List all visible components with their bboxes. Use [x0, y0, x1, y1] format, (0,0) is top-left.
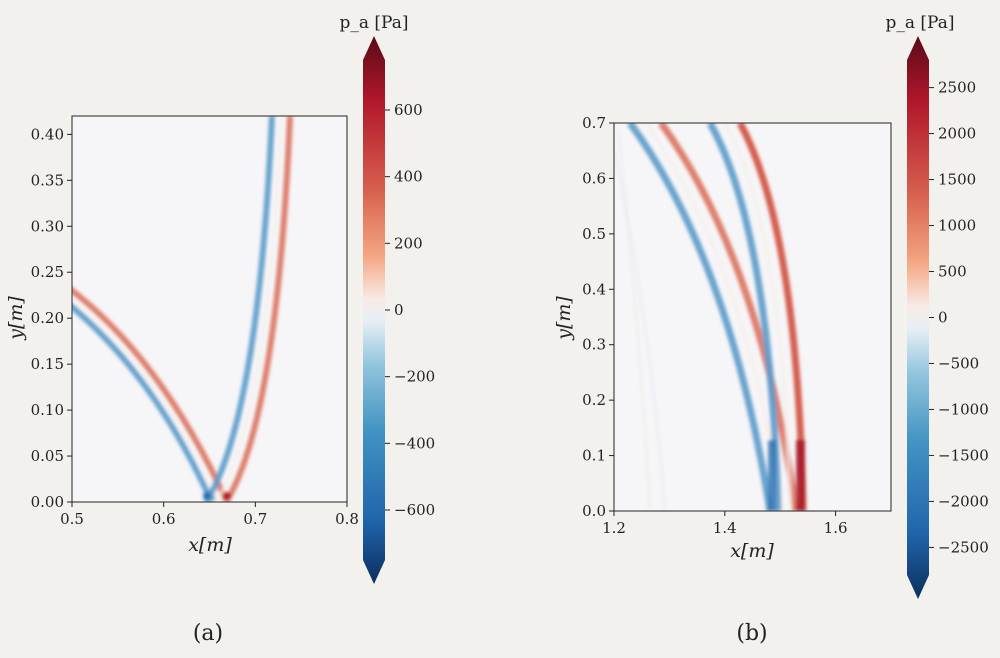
- x-tick-label: 1.6: [824, 519, 848, 537]
- x-tick-label: 1.4: [713, 519, 737, 537]
- x-axis-label-a: x[m]: [188, 534, 232, 556]
- colorbar-tick-label: 0: [394, 301, 404, 319]
- y-tick-label: 0.2: [582, 391, 606, 409]
- x-tick-label: 0.8: [335, 510, 359, 528]
- colorbar-tick-label: 500: [938, 263, 967, 281]
- colorbar-tick-label: −1500: [938, 446, 989, 464]
- colorbar-tick-label: −1000: [938, 400, 989, 418]
- y-tick-label: 0.6: [582, 169, 606, 187]
- y-tick-label: 0.15: [31, 355, 64, 373]
- panel-b: 1.2 1.4 1.6 0.0 0.1 0.2 0.3 0.4 0.5 0.6 0.7 x[m] y…: [553, 13, 989, 646]
- wavefront-a-left-red: [72, 286, 229, 502]
- panel-label-a: (a): [193, 621, 223, 646]
- wavefronts-b: [614, 123, 807, 511]
- colorbar-tick-label: −200: [394, 368, 435, 386]
- colorbar-tick-label: −500: [938, 354, 979, 372]
- wavefront-b-inner-blue: [706, 123, 782, 511]
- x-tick-label: 0.5: [60, 510, 84, 528]
- y-tick-label: 0.7: [582, 114, 606, 132]
- colorbar-tick-label: −600: [394, 501, 435, 519]
- y-tick-label: 0.00: [31, 493, 64, 511]
- x-axis-label-b: x[m]: [730, 540, 774, 562]
- y-tick-label: 0.35: [31, 171, 64, 189]
- wavefront-b-outer-red: [658, 123, 800, 511]
- colorbar-tick-label: 200: [394, 234, 423, 252]
- colorbar-label-a: p_a [Pa]: [340, 13, 409, 33]
- wavefront-a-right-red: [223, 116, 293, 502]
- focus-a-blue: [203, 492, 211, 500]
- colorbar-tick-label: 1000: [938, 217, 976, 235]
- colorbar-tick-label: 1500: [938, 171, 976, 189]
- y-tick-label: 0.25: [31, 263, 64, 281]
- wavefront-a-right-blue: [203, 116, 275, 502]
- colorbar-b: [907, 36, 929, 599]
- plot-area-a: [71, 115, 348, 503]
- y-tick-label: 0.20: [31, 309, 64, 327]
- wavefronts-a: [72, 116, 293, 502]
- y-tick-label: 0.5: [582, 225, 606, 243]
- x-tick-label: 1.2: [602, 519, 626, 537]
- colorbar-tick-label: −2000: [938, 492, 989, 510]
- colorbar-tick-label: −2500: [938, 538, 989, 556]
- y-tick-label: 0.1: [582, 447, 606, 465]
- colorbar-tick-label: 0: [938, 309, 948, 327]
- y-tick-label: 0.30: [31, 217, 64, 235]
- y-axis-label-b: y[m]: [553, 296, 575, 341]
- focus-b-blue: [768, 440, 776, 511]
- x-tick-label: 0.7: [243, 510, 267, 528]
- x-tick-label: 0.6: [152, 510, 176, 528]
- colorbar-tick-label: 600: [394, 101, 423, 119]
- colorbar-tick-label: 400: [394, 168, 423, 186]
- y-tick-label: 0.05: [31, 447, 64, 465]
- y-tick-label: 0.40: [31, 125, 64, 143]
- colorbar-label-b: p_a [Pa]: [886, 13, 955, 33]
- y-tick-label: 0.0: [582, 502, 606, 520]
- wavefront-a-left-blue: [72, 303, 217, 502]
- colorbar-a: [363, 36, 385, 584]
- panel-label-b: (b): [736, 621, 767, 646]
- y-tick-label: 0.10: [31, 401, 64, 419]
- panel-a: 0.5 0.6 0.7 0.8 0.00 0.05 0.10 0.15 0.20 0.25 0.30…: [5, 13, 435, 646]
- focus-b-red: [796, 440, 805, 511]
- focus-a-red: [223, 492, 231, 500]
- y-axis-label-a: y[m]: [5, 296, 27, 341]
- wavefront-b-inner-red: [736, 123, 807, 511]
- colorbar-tick-label: −400: [394, 434, 435, 452]
- y-tick-label: 0.4: [582, 280, 606, 298]
- y-tick-label: 0.3: [582, 336, 606, 354]
- colorbar-tick-label: 2500: [938, 79, 976, 97]
- colorbar-tick-label: 2000: [938, 125, 976, 143]
- wavefront-b-outer-blue: [627, 123, 774, 511]
